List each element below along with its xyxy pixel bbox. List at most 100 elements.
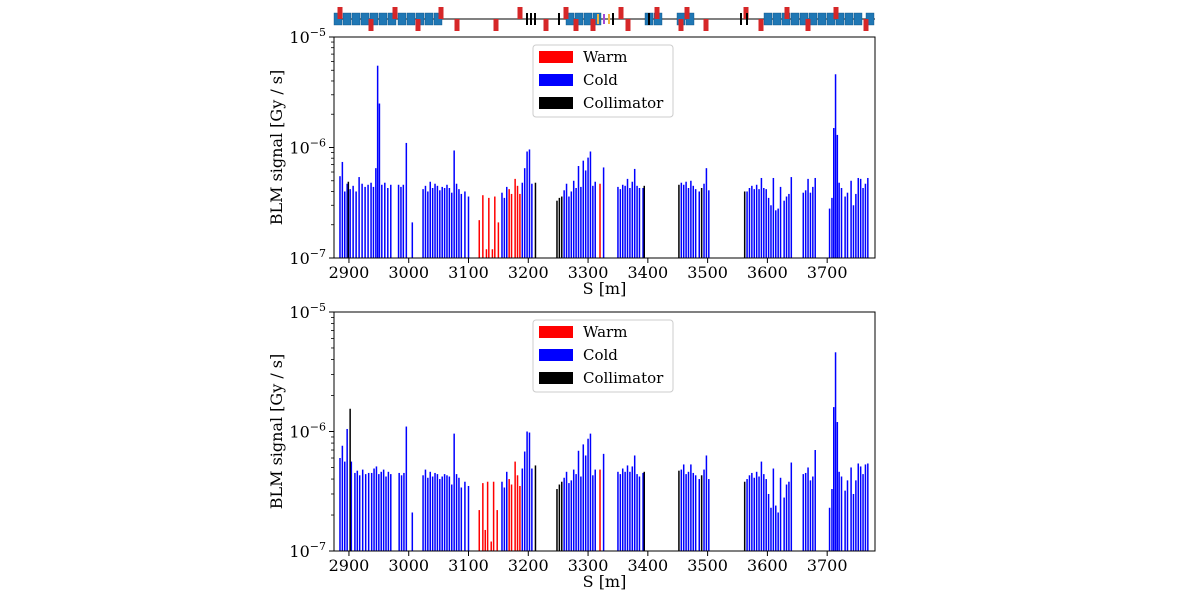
bar-cold xyxy=(617,186,619,258)
bar-cold xyxy=(838,471,840,551)
y-tick-label: 10−5 xyxy=(289,301,326,322)
bar-cold xyxy=(834,352,837,551)
bar-collimator xyxy=(700,475,703,551)
bar-warm xyxy=(492,481,495,551)
legend-label: Collimator xyxy=(583,369,664,387)
bar-cold xyxy=(846,480,849,551)
legend: Warm Cold Collimator xyxy=(532,319,674,393)
bar-cold xyxy=(592,185,594,258)
chart-bottom-x-ticks: 2900 3000 3100 3200 3300 3400 3500 3600 … xyxy=(329,556,848,575)
bar-cold xyxy=(370,472,373,551)
bar-cold xyxy=(358,177,360,258)
legend-label: Warm xyxy=(583,48,627,66)
bar-cold xyxy=(446,475,448,551)
y-tick-label: 10−5 xyxy=(289,26,326,47)
bar-cold xyxy=(770,507,772,551)
bar-cold xyxy=(448,188,451,258)
x-tick-label: 3600 xyxy=(747,556,788,575)
bar-cold xyxy=(779,477,782,551)
bar-cold xyxy=(852,205,855,258)
bar-cold xyxy=(836,134,839,258)
bar-cold xyxy=(636,474,638,551)
bar-cold xyxy=(339,176,341,258)
bar-cold xyxy=(431,476,434,551)
y-axis-label: BLM signal [Gy / s] xyxy=(267,354,286,510)
bar-cold xyxy=(755,184,758,258)
lattice-dipole xyxy=(378,12,388,26)
bar-cold xyxy=(390,474,392,551)
bar-cold xyxy=(464,481,466,551)
bar-cold xyxy=(400,186,402,258)
bar-cold xyxy=(828,208,831,258)
bar-cold xyxy=(372,186,375,258)
bar-cold xyxy=(857,463,860,551)
bar-cold xyxy=(633,455,636,551)
bar-cold xyxy=(523,168,526,258)
bar-cold xyxy=(387,188,389,258)
legend-swatch-collimator xyxy=(539,97,573,109)
bar-warm xyxy=(510,193,513,258)
x-tick-label: 3700 xyxy=(807,556,848,575)
bar-cold xyxy=(390,184,392,258)
lattice-quadrupole xyxy=(758,19,764,31)
x-tick-label: 2900 xyxy=(329,263,370,282)
lattice-quadrupole xyxy=(618,7,624,19)
bar-cold xyxy=(443,474,446,551)
bar-cold xyxy=(809,192,812,258)
bar-cold xyxy=(378,474,380,551)
bar-cold xyxy=(840,476,843,551)
bar-cold xyxy=(367,472,370,551)
bar-cold xyxy=(451,192,453,258)
bar-cold xyxy=(370,182,372,258)
bar-collimator xyxy=(349,408,351,551)
bar-warm xyxy=(484,529,486,551)
bar-cold xyxy=(687,188,690,258)
bar-warm xyxy=(519,485,521,551)
bar-collimator xyxy=(534,465,537,551)
x-axis-label: S [m] xyxy=(583,572,627,591)
x-tick-label: 3400 xyxy=(627,263,668,282)
lattice-dipole xyxy=(351,12,361,26)
y-tick-label: 10−7 xyxy=(289,540,326,561)
bar-cold xyxy=(751,472,753,551)
legend-swatch-cold xyxy=(539,74,573,86)
bar-cold xyxy=(568,196,570,258)
bar-cold xyxy=(565,471,568,551)
bar-cold xyxy=(376,65,379,258)
bar-cold xyxy=(763,474,765,551)
bar-cold xyxy=(682,464,685,551)
bar-cold xyxy=(760,461,763,551)
bar-cold xyxy=(356,470,359,551)
lattice-dipole xyxy=(853,12,863,26)
bar-cold xyxy=(358,475,361,551)
lattice-element xyxy=(608,14,610,24)
bar-cold xyxy=(403,472,405,551)
bar-cold xyxy=(451,484,453,551)
lattice-collimator xyxy=(746,13,748,25)
bar-cold xyxy=(346,428,348,551)
bar-warm xyxy=(508,479,510,551)
bar-cold xyxy=(758,189,760,258)
lattice-dipole xyxy=(424,12,434,26)
bar-collimator xyxy=(561,196,563,258)
lattice-dipole xyxy=(397,12,407,26)
bar-cold xyxy=(584,455,587,551)
bar-cold xyxy=(698,191,700,258)
y-tick-label: 10−6 xyxy=(289,421,326,442)
legend-label: Cold xyxy=(583,71,618,89)
bar-collimator xyxy=(700,188,703,258)
bar-cold xyxy=(427,191,429,258)
bar-cold xyxy=(763,188,765,258)
bar-cold xyxy=(431,188,434,258)
bar-cold xyxy=(785,196,788,258)
chart-bottom: 10−7 10−6 10−5 2900 3000 3100 3200 3300 … xyxy=(267,301,876,591)
bar-cold xyxy=(814,450,816,551)
bar-cold xyxy=(528,432,531,551)
lattice-dipole xyxy=(406,12,416,26)
bar-warm xyxy=(496,510,498,551)
bar-collimator xyxy=(678,470,680,551)
x-tick-label: 3600 xyxy=(747,263,788,282)
lattice-dipole xyxy=(342,12,352,26)
bar-cold xyxy=(344,191,346,258)
